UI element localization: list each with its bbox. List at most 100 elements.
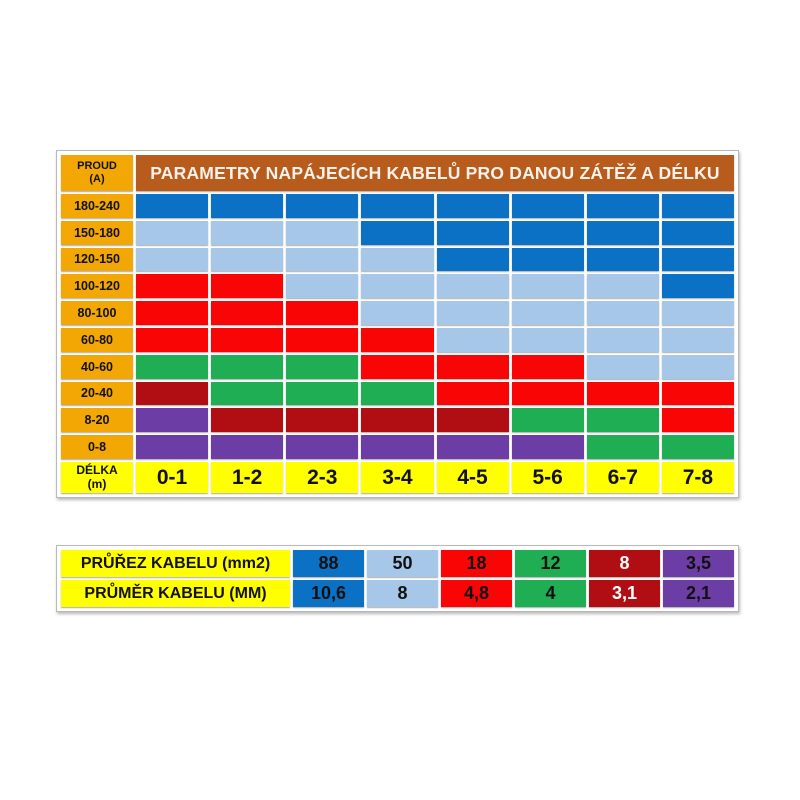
length-range-label: 7-8 [661, 462, 734, 493]
matrix-cell-purple [286, 435, 359, 459]
matrix-cell-lightblue [436, 274, 509, 299]
matrix-cell-red [361, 327, 434, 352]
cable-parameters-table: PROUD (A) PARAMETRY NAPÁJECÍCH KABELŮ PR… [56, 150, 739, 498]
matrix-cell-red [286, 327, 359, 352]
length-range-label: 6-7 [586, 462, 659, 493]
matrix-cell-purple [511, 435, 584, 459]
matrix-cell-blue [511, 194, 584, 218]
matrix-cell-purple [436, 435, 509, 459]
matrix-row: 120-150 [61, 247, 734, 272]
matrix-cell-green [361, 381, 434, 406]
current-axis-header: PROUD (A) [61, 155, 133, 191]
legend-value-cell-green: 12 [515, 550, 586, 577]
matrix-cell-red [211, 301, 284, 325]
legend-value-cell-blue: 88 [293, 550, 364, 577]
legend-table: PRŮŘEZ KABELU (mm2) 88 50 18 12 8 3,5 PRŮMĚR … [56, 545, 739, 612]
current-range-label: 8-20 [61, 408, 133, 433]
matrix-cell-lightblue [361, 274, 434, 299]
length-axis-header-line1: DÉLKA [76, 462, 118, 477]
matrix-cell-lightblue [286, 220, 359, 245]
matrix-cell-red [136, 301, 209, 325]
matrix-cell-red [136, 274, 209, 299]
matrix-cell-purple [136, 408, 209, 433]
length-axis-header-line2: (m) [87, 476, 107, 491]
matrix-cell-darkred [136, 381, 209, 406]
matrix-cell-lightblue [586, 354, 659, 379]
matrix-cell-lightblue [286, 247, 359, 272]
legend-value-cell-purple: 2,1 [663, 580, 734, 607]
length-range-label: 0-1 [136, 462, 209, 493]
matrix-cell-blue [136, 194, 209, 218]
legend-row-cross-section: PRŮŘEZ KABELU (mm2) 88 50 18 12 8 3,5 [61, 550, 734, 577]
matrix-cell-purple [361, 435, 434, 459]
matrix-cell-blue [436, 194, 509, 218]
legend-label-cross-section: PRŮŘEZ KABELU (mm2) [61, 550, 290, 577]
matrix-cell-red [136, 327, 209, 352]
matrix-cell-lightblue [661, 327, 734, 352]
matrix-row: 8-20 [61, 408, 734, 433]
matrix-cell-blue [211, 194, 284, 218]
legend-value-cell-darkred: 3,1 [589, 580, 660, 607]
matrix-cell-lightblue [511, 301, 584, 325]
page-title: PARAMETRY NAPÁJECÍCH KABELŮ PRO DANOU ZÁ… [136, 155, 734, 191]
length-range-label: 5-6 [511, 462, 584, 493]
matrix-row: 0-8 [61, 435, 734, 459]
matrix-cell-purple [211, 435, 284, 459]
matrix-cell-red [211, 327, 284, 352]
legend-value-cell-purple: 3,5 [663, 550, 734, 577]
matrix-cell-lightblue [361, 247, 434, 272]
legend-value-cell-darkred: 8 [589, 550, 660, 577]
matrix-cell-green [211, 381, 284, 406]
current-range-label: 60-80 [61, 327, 133, 352]
matrix-row: 20-40 [61, 381, 734, 406]
matrix-cell-blue [661, 274, 734, 299]
current-range-label: 40-60 [61, 354, 133, 379]
matrix-cell-blue [661, 247, 734, 272]
current-axis-header-line2: (A) [89, 173, 105, 185]
matrix-cell-green [286, 354, 359, 379]
matrix-cell-darkred [436, 408, 509, 433]
matrix-rows: 180-240 150-180 120-150 100-120 80-100 60-80 4… [61, 194, 734, 459]
matrix-cell-lightblue [586, 327, 659, 352]
matrix-cell-blue [286, 194, 359, 218]
matrix-row: 100-120 [61, 274, 734, 299]
matrix-cell-green [511, 408, 584, 433]
current-range-label: 150-180 [61, 220, 133, 245]
matrix-row: 80-100 [61, 301, 734, 325]
matrix-cell-blue [586, 247, 659, 272]
length-axis-header: DÉLKA (m) [61, 462, 133, 493]
current-range-label: 20-40 [61, 381, 133, 406]
matrix-cell-green [586, 408, 659, 433]
matrix-cell-lightblue [211, 220, 284, 245]
length-range-label: 3-4 [361, 462, 434, 493]
length-range-label: 2-3 [286, 462, 359, 493]
matrix-cell-blue [586, 194, 659, 218]
matrix-cell-lightblue [436, 301, 509, 325]
matrix-cell-red [436, 381, 509, 406]
matrix-cell-lightblue [511, 274, 584, 299]
matrix-cell-red [436, 354, 509, 379]
length-row: DÉLKA (m) 0-1 1-2 2-3 3-4 4-5 5-6 6-7 7-8 [61, 462, 734, 493]
matrix-cell-blue [436, 220, 509, 245]
matrix-cell-green [211, 354, 284, 379]
matrix-cell-green [661, 435, 734, 459]
matrix-cell-lightblue [586, 274, 659, 299]
matrix-row: 180-240 [61, 194, 734, 218]
title-row: PROUD (A) PARAMETRY NAPÁJECÍCH KABELŮ PR… [61, 155, 734, 191]
matrix-cell-lightblue [286, 274, 359, 299]
matrix-cell-blue [511, 247, 584, 272]
matrix-cell-green [136, 354, 209, 379]
matrix-cell-red [511, 381, 584, 406]
matrix-cell-red [511, 354, 584, 379]
matrix-row: 40-60 [61, 354, 734, 379]
matrix-cell-blue [361, 220, 434, 245]
current-range-label: 180-240 [61, 194, 133, 218]
current-range-label: 80-100 [61, 301, 133, 325]
matrix-cell-lightblue [661, 354, 734, 379]
matrix-cell-blue [511, 220, 584, 245]
matrix-cell-blue [661, 194, 734, 218]
matrix-cell-lightblue [436, 327, 509, 352]
matrix-cell-red [286, 301, 359, 325]
matrix-cell-darkred [286, 408, 359, 433]
matrix-cell-lightblue [661, 301, 734, 325]
